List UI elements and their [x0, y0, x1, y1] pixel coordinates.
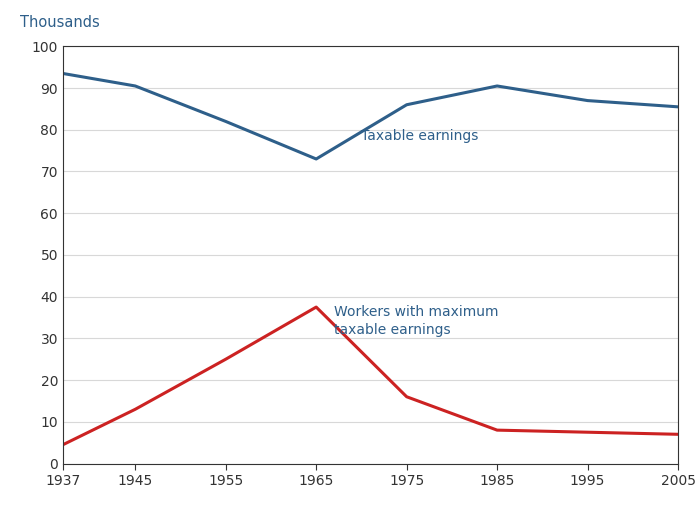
Text: Workers with maximum
taxable earnings: Workers with maximum taxable earnings: [334, 305, 499, 337]
Text: Thousands: Thousands: [20, 14, 99, 30]
Text: Taxable earnings: Taxable earnings: [361, 129, 479, 143]
